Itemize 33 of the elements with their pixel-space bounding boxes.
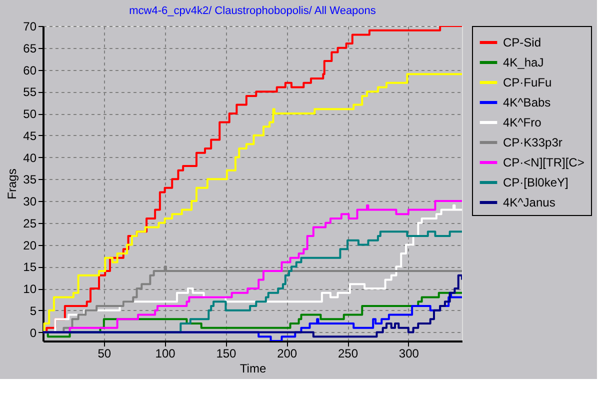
y-tick-label: 55 [23,85,37,100]
y-tick-label: 35 [23,172,37,187]
y-tick-label: 10 [23,282,37,296]
y-tick-label: 20 [23,238,37,252]
y-tick-label: 0 [30,326,37,340]
legend-label: CP·<N][TR][C> [503,156,584,170]
y-tick-label: 70 [23,20,37,34]
y-tick-label: 50 [23,107,37,121]
y-tick-label: 30 [23,194,37,208]
legend-label: CP·K33p3r [503,136,562,150]
legend-label: 4K^Fro [503,116,542,130]
y-tick-label: 25 [23,216,37,230]
y-tick-label: 40 [23,150,37,165]
y-tick-label: 60 [23,63,37,78]
x-axis-title: Time [240,362,266,376]
x-tick-label: 100 [155,346,176,360]
y-tick-label: 45 [23,128,37,143]
y-axis-title: Frags [5,168,20,200]
legend-label: CP·FuFu [503,76,552,90]
legend-label: 4K^Babs [503,96,551,110]
y-tick-label: 15 [23,260,37,274]
legend-label: 4K_haJ [503,56,544,70]
y-tick-label: 65 [23,41,37,56]
x-tick-label: 300 [398,346,420,360]
legend-label: CP-Sid [503,36,542,50]
x-tick-label: 50 [98,346,112,360]
legend-label: 4K^Janus [503,196,556,210]
y-tick-label: 5 [30,304,37,318]
chart-title: mcw4-6_cpv4k2/ Claustrophobopolis/ All Weapons [129,5,376,17]
x-tick-label: 150 [216,346,237,360]
legend-label: CP·[Bl0keY] [503,176,568,190]
x-tick-label: 250 [338,346,358,360]
x-tick-label: 200 [277,346,298,360]
